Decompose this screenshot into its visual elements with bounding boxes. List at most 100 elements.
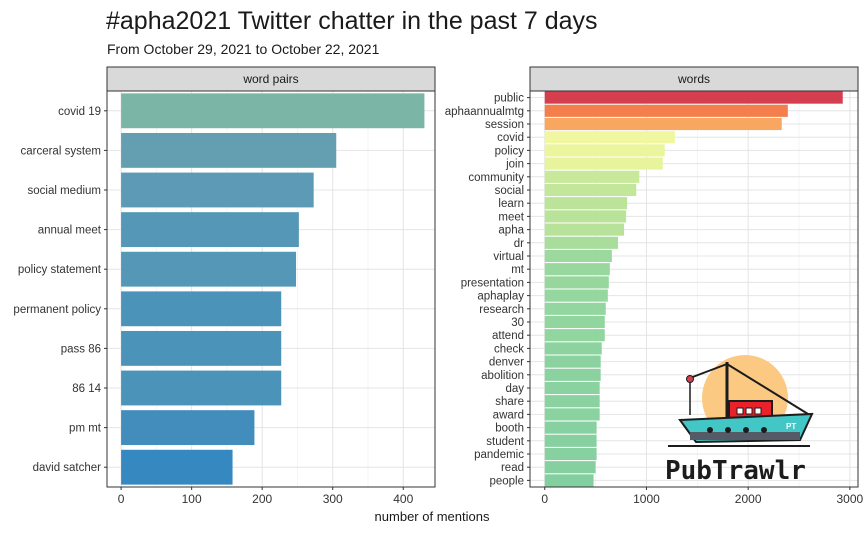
category-label: 86 14 (72, 383, 101, 395)
category-label: public (494, 93, 524, 105)
bar (544, 223, 625, 236)
facet-strip-label: word pairs (242, 72, 298, 86)
logo-porthole (761, 427, 767, 433)
x-tick-label: 0 (541, 492, 548, 506)
category-label: policy (495, 145, 525, 157)
logo-rigging (726, 363, 809, 415)
category-label: attend (492, 330, 524, 342)
logo-cabin-window (754, 407, 762, 415)
x-axis-title: number of mentions (374, 509, 490, 524)
logo-porthole (707, 427, 713, 433)
logo-hook (686, 375, 694, 383)
category-label: covid (497, 132, 524, 144)
panel-border (529, 90, 859, 488)
bar (121, 449, 233, 485)
logo-boom (689, 363, 728, 379)
category-label: research (479, 304, 524, 316)
logo-badge-text: PT (786, 422, 796, 431)
logo-cabin-window (745, 407, 753, 415)
panel-word-pairs: word pairs covid 19 carceral system social … (13, 66, 436, 506)
facet-strip (106, 66, 436, 92)
bar (544, 91, 843, 104)
bar (544, 302, 606, 315)
logo-porthole (725, 427, 731, 433)
bar (544, 434, 597, 447)
bar (544, 104, 788, 117)
pubtrawlr-logo: PT PubTrawlr (665, 355, 814, 486)
category-label: aphaplay (477, 291, 524, 303)
category-label: dr (514, 238, 524, 250)
bar (544, 263, 610, 276)
panel-border (106, 90, 436, 488)
category-label: share (495, 396, 524, 408)
category-label: virtual (493, 251, 524, 263)
bar (544, 170, 640, 183)
bar (121, 132, 337, 168)
bar (544, 342, 602, 355)
category-label: policy statement (18, 264, 102, 276)
bar (544, 461, 596, 474)
category-label: social medium (28, 185, 102, 197)
bar (544, 474, 594, 487)
bar (544, 210, 627, 223)
category-label: denver (489, 357, 524, 369)
x-tick-label: 2000 (735, 492, 762, 506)
bar (544, 289, 608, 302)
category-label: booth (495, 423, 524, 435)
x-tick-label: 0 (118, 492, 125, 506)
logo-porthole (743, 427, 749, 433)
category-label: apha (498, 225, 524, 237)
bar (544, 117, 782, 131)
bar (544, 276, 609, 289)
x-tick-label: 100 (182, 492, 202, 506)
bar (121, 291, 282, 327)
bar (544, 236, 618, 249)
category-label: social (495, 185, 524, 197)
bar (544, 395, 600, 408)
category-label: annual meet (38, 225, 102, 237)
facet-strip-label: words (677, 72, 710, 86)
logo-wordmark: PubTrawlr (665, 456, 806, 486)
logo-hull-stripe (690, 432, 800, 440)
chart-subtitle: From October 29, 2021 to October 22, 202… (107, 41, 380, 57)
category-label: mt (511, 264, 525, 276)
category-label: presentation (461, 277, 524, 289)
category-label: david satcher (33, 462, 102, 474)
x-tick-label: 200 (252, 492, 272, 506)
bar (544, 144, 665, 157)
bar (121, 172, 314, 208)
bar (544, 447, 597, 461)
bar (544, 197, 628, 210)
bar (121, 410, 255, 446)
category-label: student (486, 436, 525, 448)
category-label: learn (498, 198, 524, 210)
category-label: meet (498, 211, 524, 223)
bar (121, 330, 282, 366)
category-label: award (493, 409, 524, 421)
category-label: read (501, 462, 524, 474)
chart-title: #apha2021 Twitter chatter in the past 7 … (106, 7, 598, 35)
category-label: day (505, 383, 524, 395)
x-tick-label: 3000 (837, 492, 864, 506)
x-tick-label: 400 (393, 492, 413, 506)
bar (544, 249, 612, 263)
category-label: pass 86 (61, 343, 101, 355)
bar (121, 212, 299, 248)
bar (544, 157, 663, 170)
bar (121, 370, 282, 406)
bar (544, 315, 605, 329)
bar (544, 368, 601, 381)
category-label: people (489, 475, 524, 487)
category-label: carceral system (20, 145, 101, 157)
bar (121, 251, 297, 287)
facet-strip (529, 66, 859, 92)
category-label: community (468, 172, 524, 184)
category-label: aphaannualmtg (445, 106, 524, 118)
category-label: session (485, 119, 524, 131)
bar (544, 329, 605, 342)
bar (544, 408, 600, 421)
bar (544, 131, 675, 144)
category-label: abolition (481, 370, 524, 382)
bar (544, 183, 637, 197)
category-label: permanent policy (13, 304, 101, 316)
